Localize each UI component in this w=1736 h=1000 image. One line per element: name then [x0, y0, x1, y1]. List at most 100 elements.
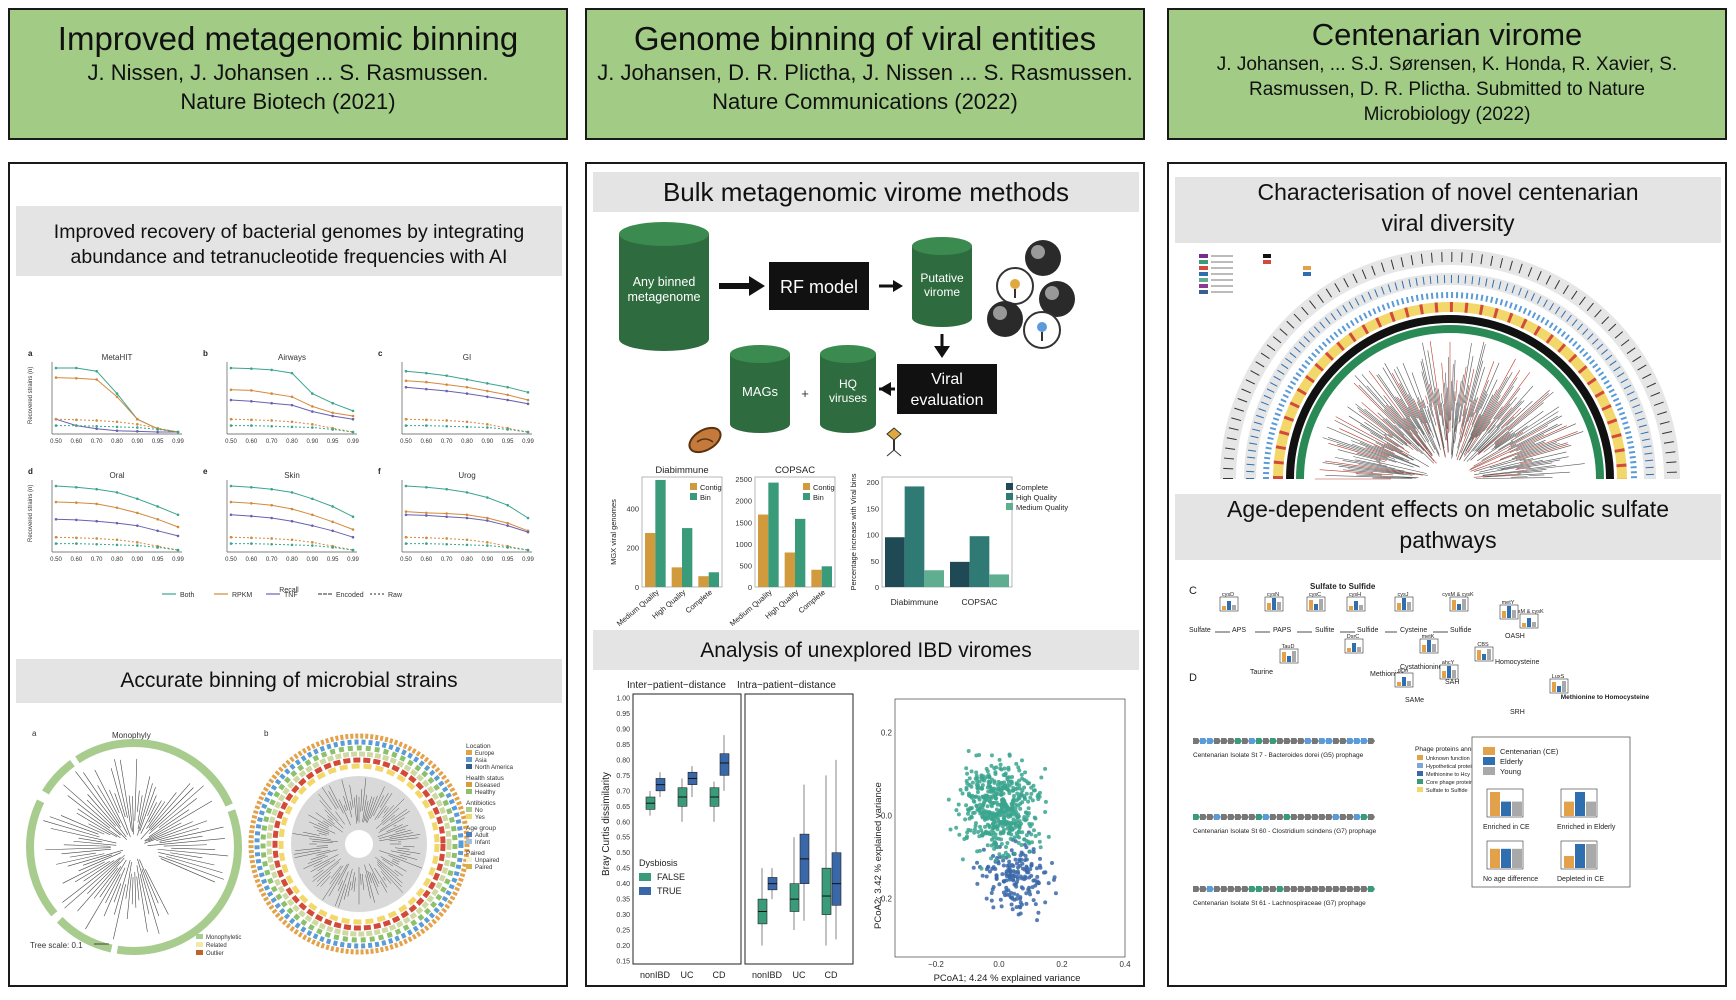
- age-bar: [1512, 801, 1522, 816]
- scatter-point: [954, 808, 959, 813]
- legend-heading: Antibiotics: [466, 800, 496, 807]
- y-axis-label: MGX viral genomes: [609, 499, 618, 565]
- legend-swatch: [1483, 767, 1495, 775]
- tree-branch: [1384, 437, 1410, 454]
- gene-bar: [1272, 598, 1276, 610]
- tree-branch: [1454, 374, 1464, 444]
- tree-branch: [343, 868, 353, 900]
- tree-branch: [1405, 418, 1433, 455]
- legend-entry: Hypothetical protein: [1426, 764, 1475, 770]
- tree-branch: [103, 867, 126, 917]
- box: [831, 852, 842, 906]
- legend-entry: Young: [1500, 767, 1521, 776]
- tree-branch: [1510, 443, 1517, 448]
- scatter-point: [975, 860, 980, 865]
- gene-bar: [1407, 602, 1411, 610]
- scatter-point: [977, 834, 982, 839]
- prophage-label: Centenarian Isolate St 60 - Clostridium …: [1193, 828, 1377, 835]
- tree-branch: [148, 800, 162, 823]
- tree-branch: [353, 877, 356, 892]
- tree-branch: [1374, 445, 1410, 462]
- line-point: [351, 548, 355, 552]
- scatter-point: [974, 794, 979, 799]
- gene-arrow: [1298, 814, 1305, 820]
- scatter-point: [1005, 840, 1010, 845]
- tree-branch: [343, 804, 347, 812]
- tree-branch: [375, 807, 400, 830]
- scatter-point: [974, 804, 979, 809]
- subplot-letter: e: [203, 467, 208, 476]
- x-tick-label: 0.50: [225, 557, 237, 563]
- tree-branch: [113, 883, 122, 903]
- tree-ring: [1273, 302, 1627, 480]
- scatter-point: [990, 786, 995, 791]
- legend-entry: Diseased: [475, 783, 500, 789]
- tree-branch: [328, 864, 348, 897]
- chart-title: COPSAC: [775, 465, 815, 476]
- gene-bar: [1397, 603, 1401, 610]
- tree-branch: [334, 871, 349, 907]
- intra-patient-title: Intra−patient−distance: [737, 680, 836, 691]
- legend-swatch-false: [639, 873, 651, 881]
- tree-branch: [373, 795, 384, 817]
- y-tick-label: 1500: [735, 518, 752, 527]
- gene-bar: [1402, 598, 1406, 610]
- tree-branch: [316, 830, 330, 835]
- scatter-point: [1018, 874, 1023, 879]
- legend-swatch: [466, 764, 472, 769]
- legend-entry: Sulfate to Sulfide: [1426, 788, 1468, 794]
- tree-branch: [1465, 376, 1508, 452]
- tree-branch: [137, 783, 153, 836]
- series-line: [405, 418, 529, 433]
- x-tick-label: Diabimmune: [891, 597, 939, 607]
- bar: [784, 552, 795, 587]
- x-tick-label: 0.99: [347, 557, 359, 563]
- tree-branch: [128, 795, 133, 833]
- gene-arrow: [1228, 814, 1235, 820]
- scatter-point: [1009, 848, 1014, 853]
- tree-branch: [1488, 424, 1496, 434]
- tree-branch: [361, 873, 365, 891]
- tree-branch: [144, 868, 169, 915]
- tree-branch: [1364, 408, 1408, 445]
- viral-evaluation-box: [897, 364, 997, 414]
- tree-branch: [1514, 442, 1557, 458]
- scatter-point: [991, 830, 996, 835]
- tree-branch: [1385, 405, 1437, 464]
- scatter-point: [974, 770, 979, 775]
- right-band-sulfate: Age-dependent effects on metabolic sulfa…: [1175, 494, 1721, 560]
- age-bar: [1586, 801, 1596, 816]
- tree-branch: [1509, 423, 1576, 454]
- gene-bar: [1319, 599, 1323, 610]
- scatter-point: [982, 817, 987, 822]
- scatter-point: [989, 856, 994, 861]
- x-tick-label: 0.99: [522, 439, 534, 445]
- tree-branch: [1361, 374, 1413, 435]
- gene-bar: [1347, 648, 1351, 652]
- scatter-point: [990, 887, 995, 892]
- legend-swatch: [1006, 503, 1013, 510]
- legend-true: TRUE: [657, 886, 682, 896]
- scatter-point: [1014, 880, 1019, 885]
- ibd-boxplots: Inter−patient−distance Intra−patient−dis…: [601, 680, 854, 980]
- scatter-point: [1014, 803, 1019, 808]
- tree-branch: [1422, 342, 1446, 457]
- band-text: Bulk metagenomic virome methods: [662, 177, 1070, 207]
- strain-trees: a Monophyly Tree scale: 0.1 Monophyletic…: [26, 729, 514, 957]
- scatter-point: [1026, 806, 1031, 811]
- mags-label: MAGs: [742, 384, 779, 399]
- tree-branch: [397, 849, 421, 854]
- gene-bar: [1452, 670, 1456, 678]
- x-tick-label: 0.60: [245, 439, 257, 445]
- legend-text-stub: [1211, 279, 1233, 281]
- legend-swatch: [690, 493, 697, 500]
- gene-label: cysN: [1267, 592, 1279, 598]
- gene-arrow: [1270, 886, 1277, 892]
- series-line: [230, 367, 354, 412]
- scatter-point: [1024, 857, 1029, 862]
- metadata-ring: [278, 763, 440, 925]
- tree-branch: [1428, 403, 1433, 417]
- subplot-letter: d: [28, 467, 33, 476]
- x-tick-label: Complete: [684, 588, 714, 616]
- series-line: [55, 501, 179, 528]
